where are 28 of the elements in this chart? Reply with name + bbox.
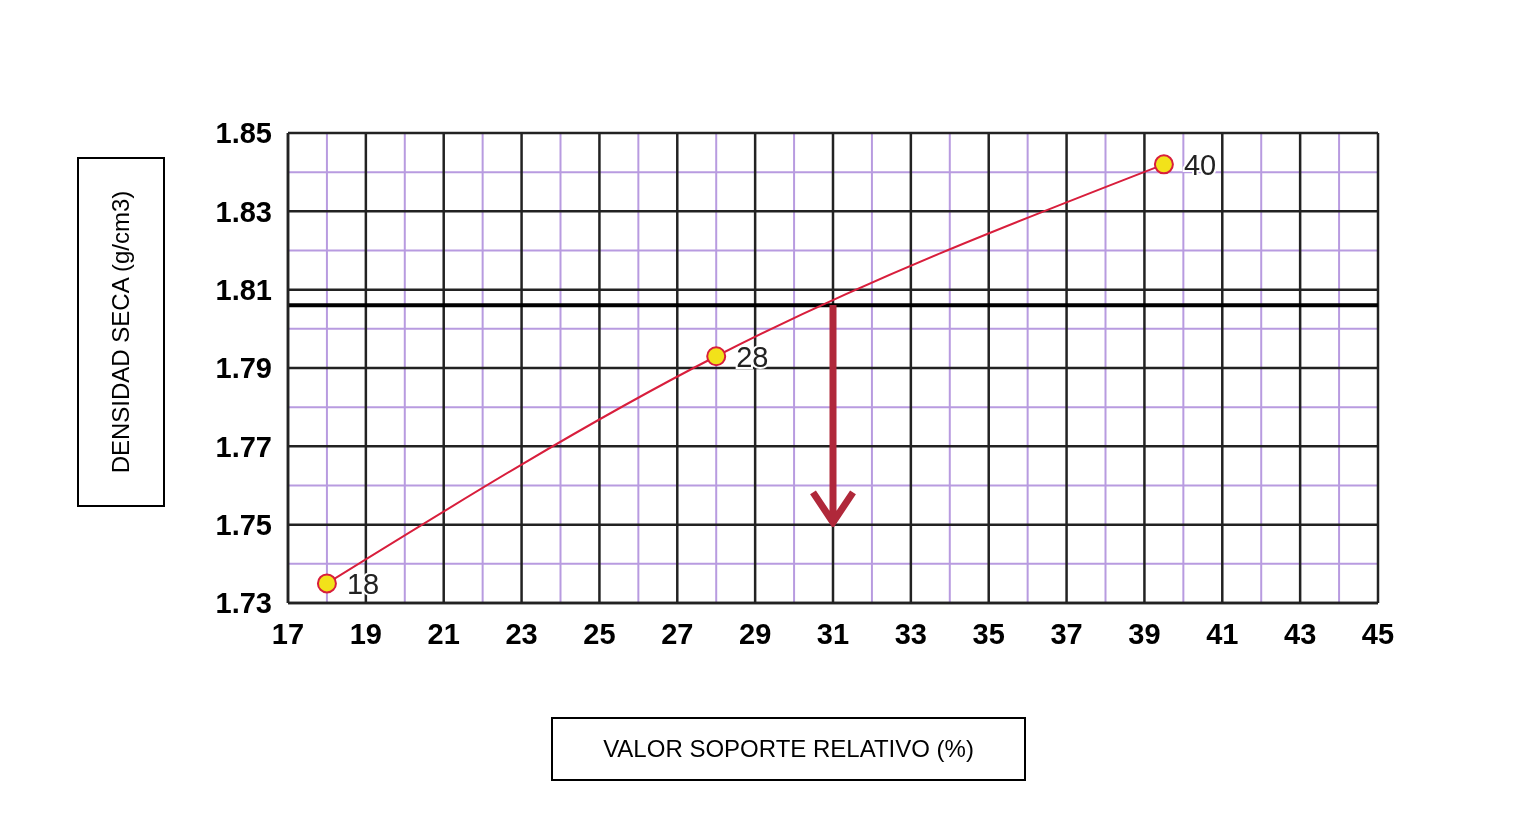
annotation: 40 (1183, 149, 1217, 182)
x-tick-label: 27 (661, 617, 694, 650)
x-axis-title: VALOR SOPORTE RELATIVO (%) (551, 717, 1026, 781)
x-tick-label: 29 (739, 617, 772, 650)
y-tick-label: 1.81 (215, 273, 272, 306)
x-tick-label: 25 (583, 617, 616, 650)
point (706, 346, 727, 367)
x-tick-label: 39 (1128, 617, 1161, 650)
y-tick-label: 1.77 (215, 430, 272, 463)
x-tick-label: 31 (816, 617, 850, 650)
x-tick-label: 17 (271, 617, 305, 650)
point (316, 573, 337, 594)
y-tick-label: 1.83 (215, 195, 272, 228)
x-tick-label: 45 (1361, 617, 1395, 650)
x-tick-label: 33 (894, 617, 927, 650)
x-tick-label: 21 (427, 617, 460, 650)
x-tick-label: 37 (1050, 617, 1083, 650)
y-tick-label: 1.75 (215, 508, 272, 541)
x-tick-label: 19 (349, 617, 382, 650)
y-tick-label: 1.73 (215, 587, 272, 620)
x-tick-label: 23 (505, 617, 538, 650)
point (1153, 154, 1174, 175)
x-tick-label: 41 (1206, 617, 1239, 650)
y-axis-title: DENSIDAD SECA (g/cm3) (107, 190, 135, 474)
x-tick-label: 35 (972, 617, 1005, 650)
x-tick-label: 43 (1284, 617, 1317, 650)
y-tick-label: 1.85 (215, 117, 272, 150)
y-tick-label: 1.79 (215, 352, 272, 385)
